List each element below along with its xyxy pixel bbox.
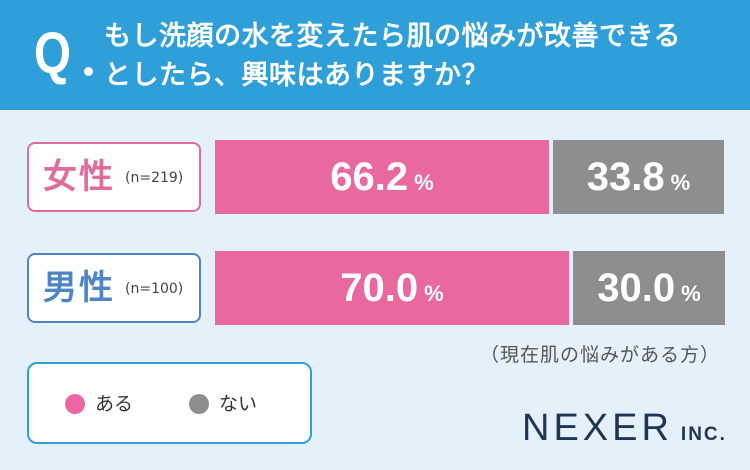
question-dot bbox=[84, 67, 93, 76]
bar-unit-female-yes: % bbox=[414, 170, 434, 195]
bar-value-male-yes: 70.0 bbox=[340, 265, 419, 310]
question-header: Q もし洗顔の水を変えたら肌の悩みが改善できる としたら、興味はありますか？ bbox=[0, 0, 750, 110]
category-name-female: 女性 bbox=[43, 157, 115, 197]
category-name-male: 男性 bbox=[43, 268, 115, 308]
bar-female-yes: 66.2% bbox=[215, 140, 549, 214]
bar-value-female-no: 33.8 bbox=[586, 154, 665, 199]
bar-value-male-no: 30.0 bbox=[597, 265, 676, 310]
legend-item-yes: ある bbox=[65, 393, 133, 415]
legend-swatch-yes bbox=[65, 394, 85, 414]
logo-sub-text: INC. bbox=[680, 424, 727, 445]
legend-label-yes: ある bbox=[95, 393, 134, 415]
question-line-1: もし洗顔の水を変えたら肌の悩みが改善できる bbox=[104, 21, 681, 52]
question-text: もし洗顔の水を変えたら肌の悩みが改善できる としたら、興味はありますか？ bbox=[104, 17, 744, 95]
bar-unit-female-no: % bbox=[670, 170, 691, 195]
respondent-note: （現在肌の悩みがある方） bbox=[479, 344, 720, 366]
legend-label-no: ない bbox=[219, 393, 258, 415]
bar-value-female-yes: 66.2 bbox=[330, 154, 409, 199]
bar-unit-male-yes: % bbox=[424, 281, 444, 306]
bar-male-yes: 70.0% bbox=[215, 251, 569, 325]
question-mark: Q bbox=[34, 21, 72, 86]
bar-female-no: 33.8% bbox=[553, 140, 724, 214]
sample-size-female: (n=219) bbox=[125, 170, 184, 186]
category-label-male: 男性 (n=100) bbox=[27, 253, 201, 323]
legend-item-no: ない bbox=[189, 393, 257, 415]
sample-size-male: (n=100) bbox=[125, 281, 184, 297]
category-label-female: 女性 (n=219) bbox=[27, 142, 201, 212]
legend-swatch-no bbox=[189, 394, 209, 414]
bar-unit-male-no: % bbox=[681, 281, 701, 306]
legend: ある ない bbox=[27, 362, 312, 444]
logo-main-text: NEXER bbox=[522, 407, 673, 449]
bar-male-no: 30.0% bbox=[573, 251, 725, 325]
nexer-logo: NEXER INC. bbox=[522, 407, 727, 450]
question-line-2: としたら、興味はありますか？ bbox=[104, 60, 489, 91]
